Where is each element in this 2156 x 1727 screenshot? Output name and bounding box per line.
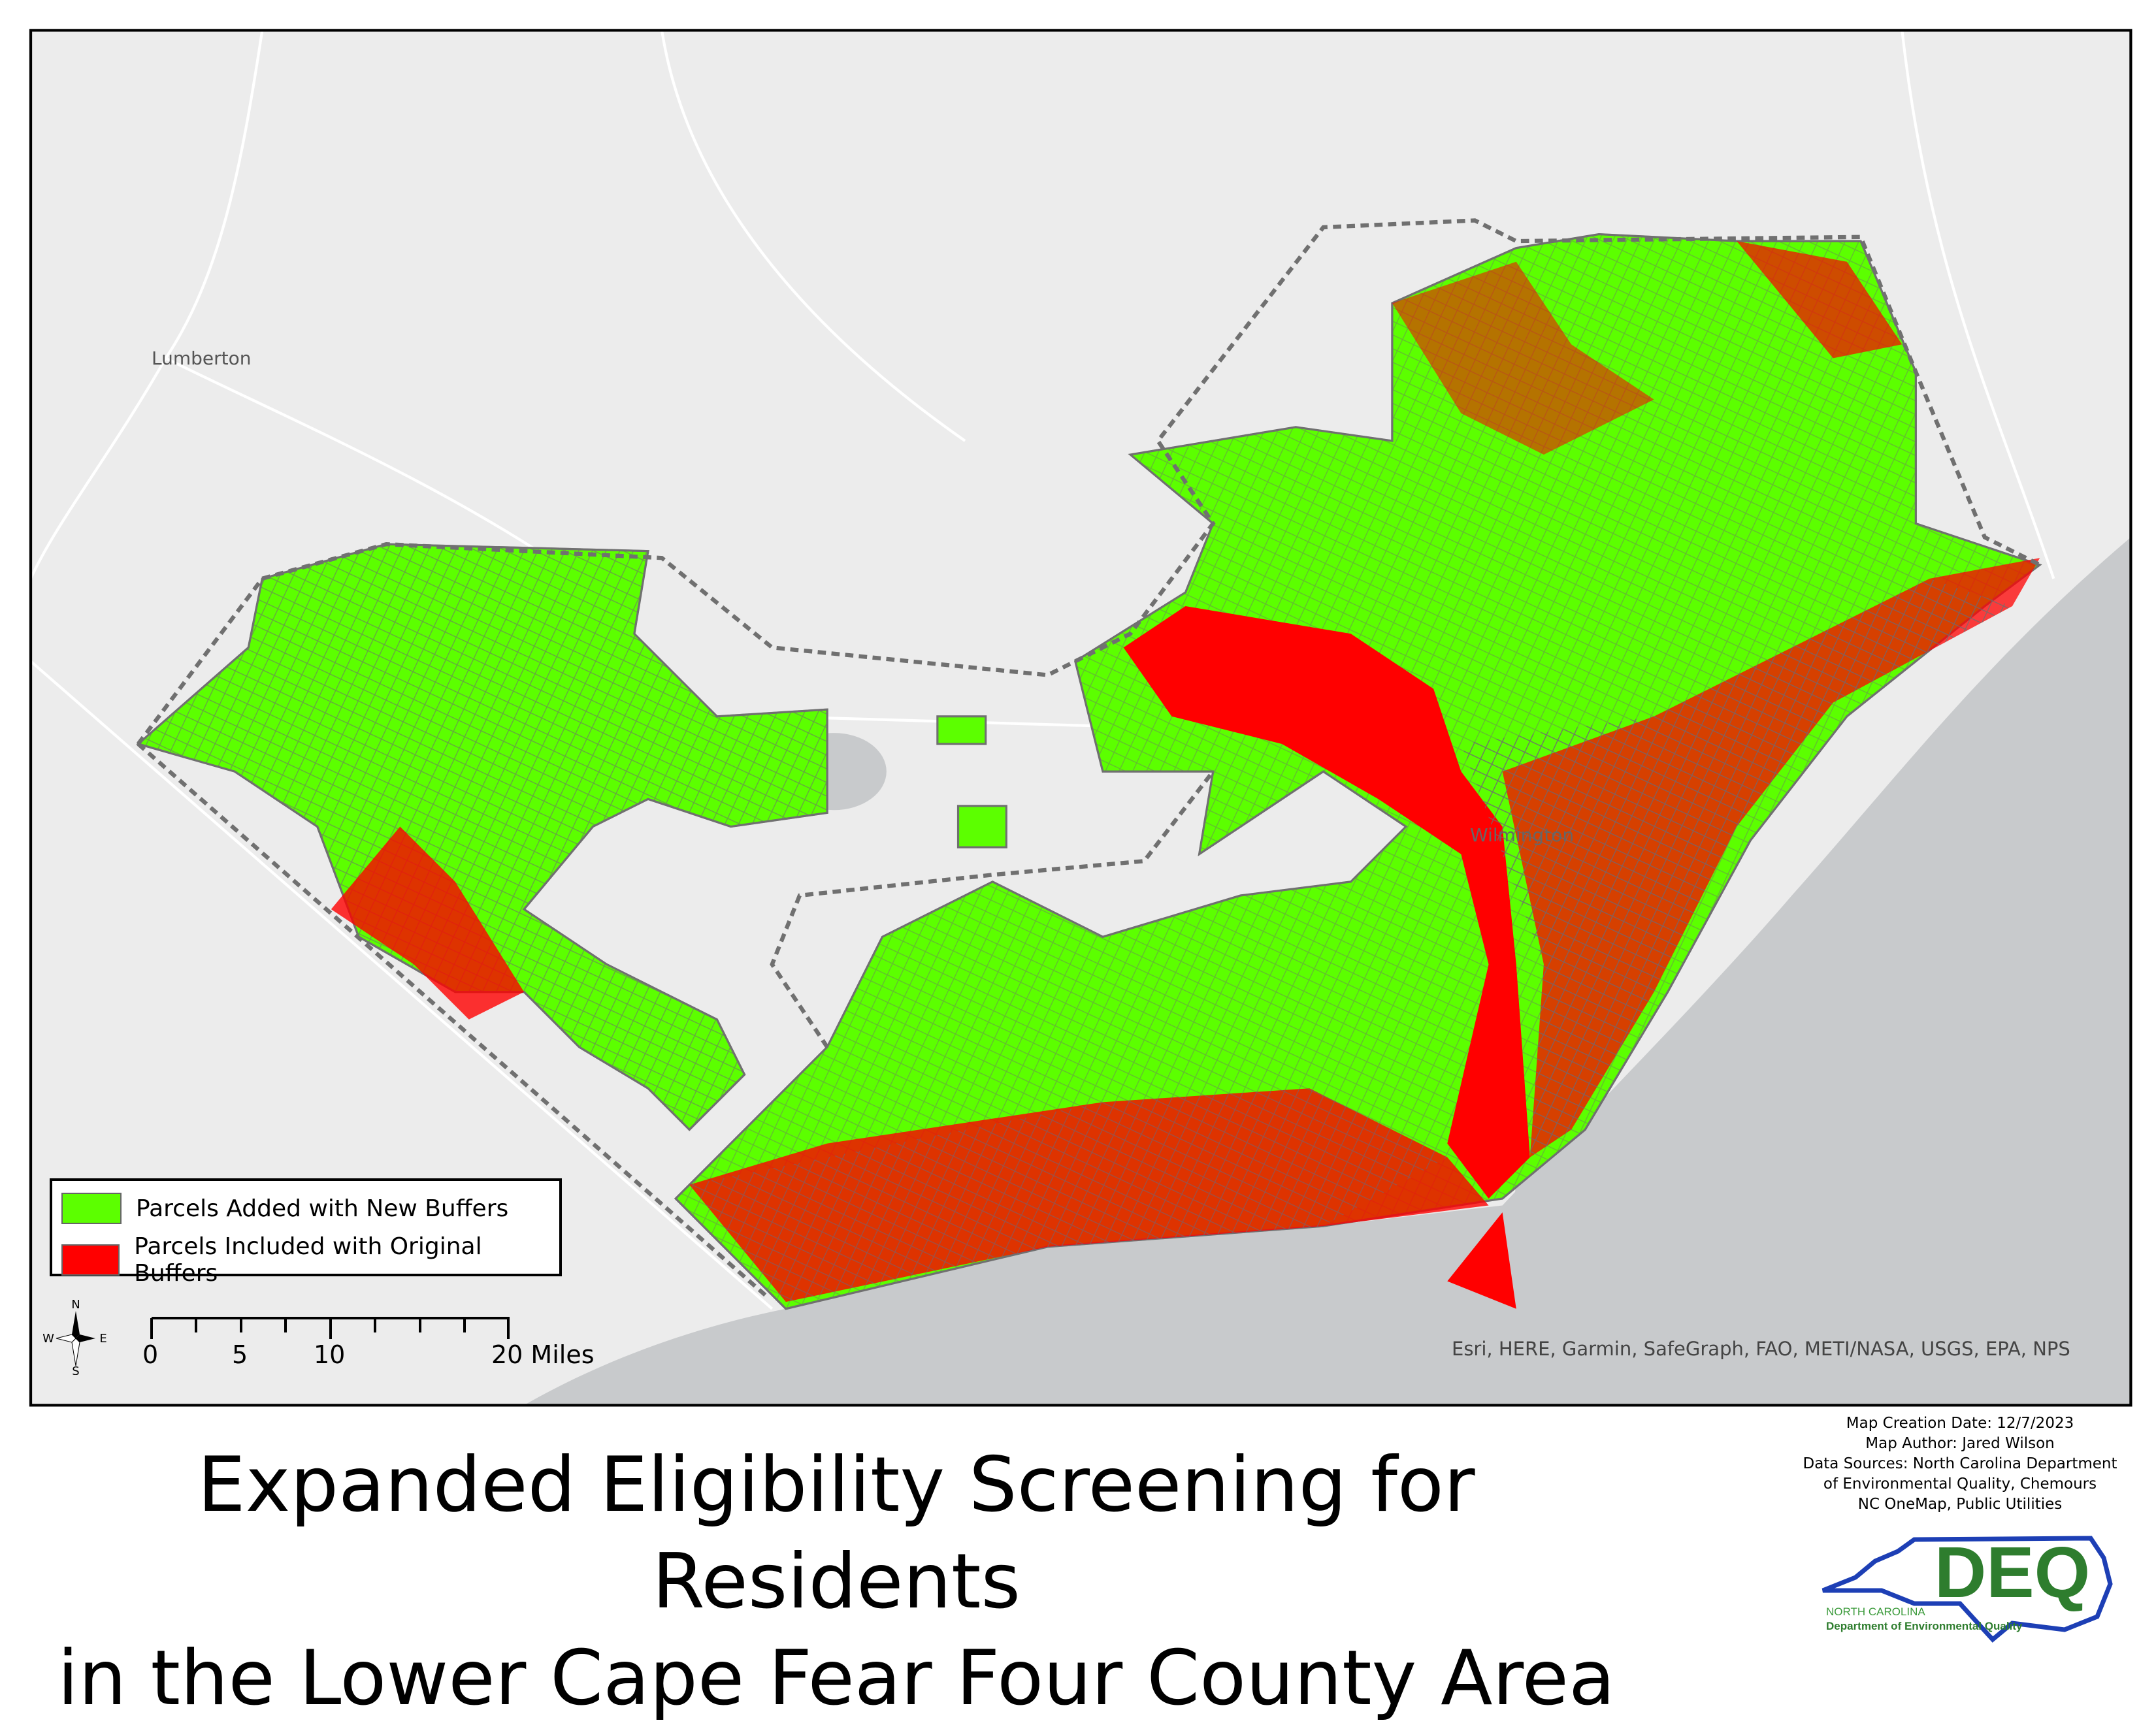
place-label-lumberton: Lumberton	[152, 347, 252, 369]
legend-label: Parcels Included with Original Buffers	[134, 1233, 482, 1287]
legend: Parcels Added with New Buffers Parcels I…	[50, 1178, 562, 1287]
logo-subtext: Department of Environmental Quality	[1826, 1620, 2023, 1632]
ocean	[524, 537, 2131, 1406]
map-border	[29, 29, 2132, 1407]
deq-logo: DEQ NORTH CAROLINA Department of Environ…	[1821, 1532, 2113, 1643]
scale-bar	[150, 1317, 510, 1339]
legend-swatch-green	[61, 1193, 122, 1224]
four-county-boundary	[137, 218, 2041, 1297]
map-attribution: Esri, HERE, Garmin, SafeGraph, FAO, METI…	[1452, 1338, 2070, 1360]
map-frame	[29, 29, 2132, 1407]
title-line-1: Expanded Eligibility Screening for Resid…	[197, 1441, 1475, 1626]
scale-label: 10	[314, 1340, 346, 1369]
scale-label: 0	[142, 1340, 159, 1369]
south-label: S	[72, 1364, 79, 1375]
data-sources: of Environmental Quality, Chemours	[1823, 1476, 2097, 1493]
logo-text: DEQ	[1935, 1532, 2090, 1613]
north-label: N	[71, 1298, 80, 1312]
west-label: W	[43, 1332, 54, 1346]
east-label: E	[99, 1332, 106, 1346]
map-title: Expanded Eligibility Screening for Resid…	[26, 1437, 1646, 1727]
logo-subtext: NORTH CAROLINA	[1826, 1606, 1925, 1618]
place-label-wilmington: Wilmington	[1470, 824, 1575, 846]
scale-label: 5	[232, 1340, 248, 1369]
parcel-outline-texture	[689, 578, 2013, 1302]
north-arrow-icon: N S W E	[42, 1297, 108, 1378]
map-author: Map Author: Jared Wilson	[1865, 1435, 2055, 1452]
legend-item-new-buffers: Parcels Added with New Buffers	[61, 1193, 508, 1224]
scale-label: 20 Miles	[491, 1340, 595, 1369]
creation-date: Map Creation Date: 12/7/2023	[1846, 1415, 2074, 1432]
basemap-roads	[31, 30, 2055, 1310]
legend-item-original-buffers: Parcels Included with Original Buffers	[61, 1233, 559, 1287]
map-metadata: Map Creation Date: 12/7/2023 Map Author:…	[1790, 1413, 2130, 1515]
data-sources: Data Sources: North Carolina Department	[1803, 1455, 2117, 1472]
title-line-2: in the Lower Cape Fear Four County Area	[57, 1634, 1616, 1722]
legend-swatch-red	[61, 1244, 120, 1276]
data-sources: NC OneMap, Public Utilities	[1857, 1496, 2063, 1513]
legend-label: Parcels Added with New Buffers	[136, 1195, 509, 1222]
